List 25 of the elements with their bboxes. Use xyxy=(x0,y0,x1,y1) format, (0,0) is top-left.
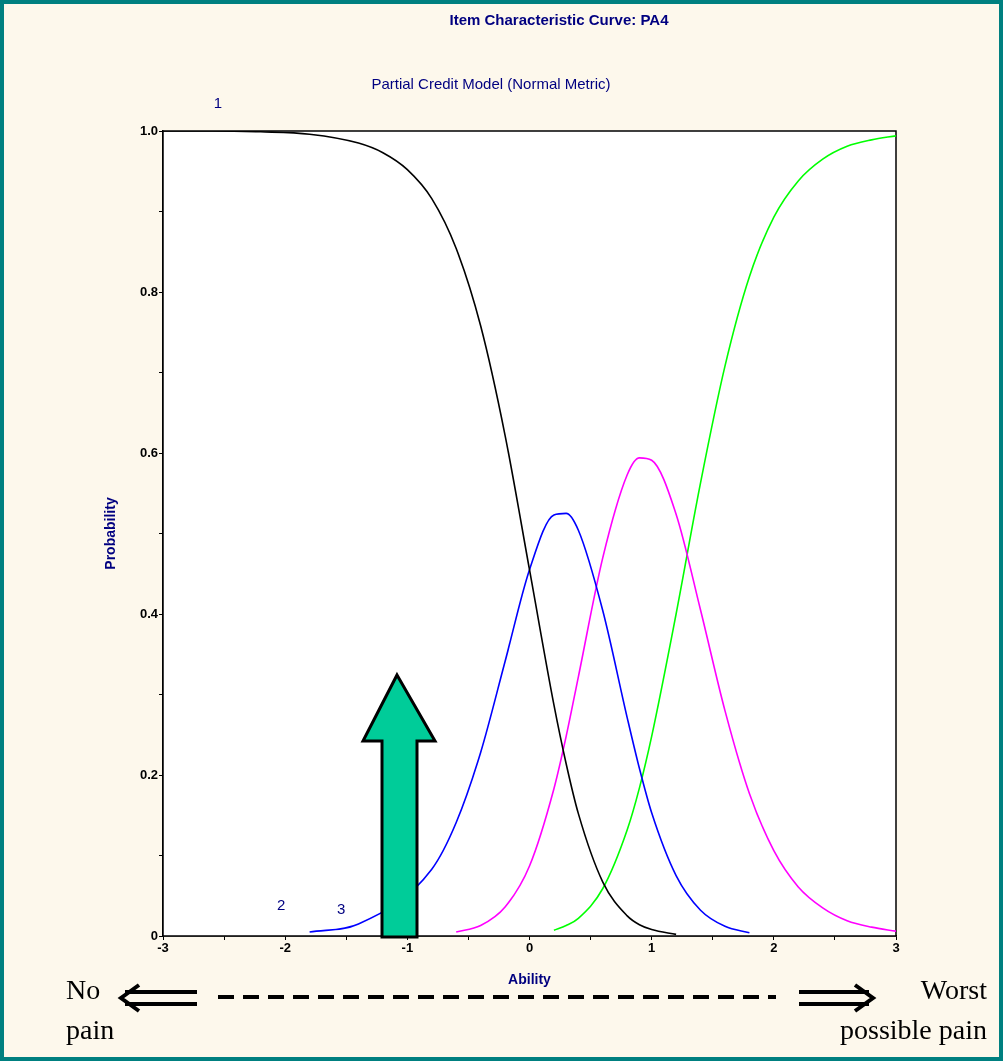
y-tick-label: 0.4 xyxy=(139,605,159,621)
x-tick-label: 3 xyxy=(892,940,900,956)
chart-title: Item Characteristic Curve: PA4 xyxy=(449,11,670,29)
annotation: 1 xyxy=(213,93,223,111)
annotation: 3 xyxy=(337,900,346,918)
x-tick-label: -2 xyxy=(279,940,291,956)
y-tick-label: 1.0 xyxy=(139,122,158,138)
line-series xyxy=(308,512,751,934)
y-tick-label: 0.2 xyxy=(139,766,158,782)
y-axis-title: Probability xyxy=(101,497,118,570)
y-tick-label: 0 xyxy=(150,927,158,943)
x-axis-title: Ability xyxy=(508,970,552,987)
x-tick-label: 1 xyxy=(648,940,656,956)
line-series xyxy=(455,457,896,933)
y-tick-label: 0.8 xyxy=(139,283,158,299)
y-tick-label: 0.6 xyxy=(139,444,158,460)
line-series xyxy=(553,135,896,932)
text: Worst possible pain xyxy=(839,973,987,1047)
x-tick-label: -1 xyxy=(401,940,414,956)
text: No pain xyxy=(66,973,116,1047)
x-tick-label: 2 xyxy=(770,940,778,956)
x-tick-label: 0 xyxy=(525,940,534,956)
x-tick-label: -3 xyxy=(157,940,169,956)
chart-subtitle: Partial Credit Model (Normal Metric) xyxy=(371,75,611,93)
annotation: 2 xyxy=(277,896,286,914)
